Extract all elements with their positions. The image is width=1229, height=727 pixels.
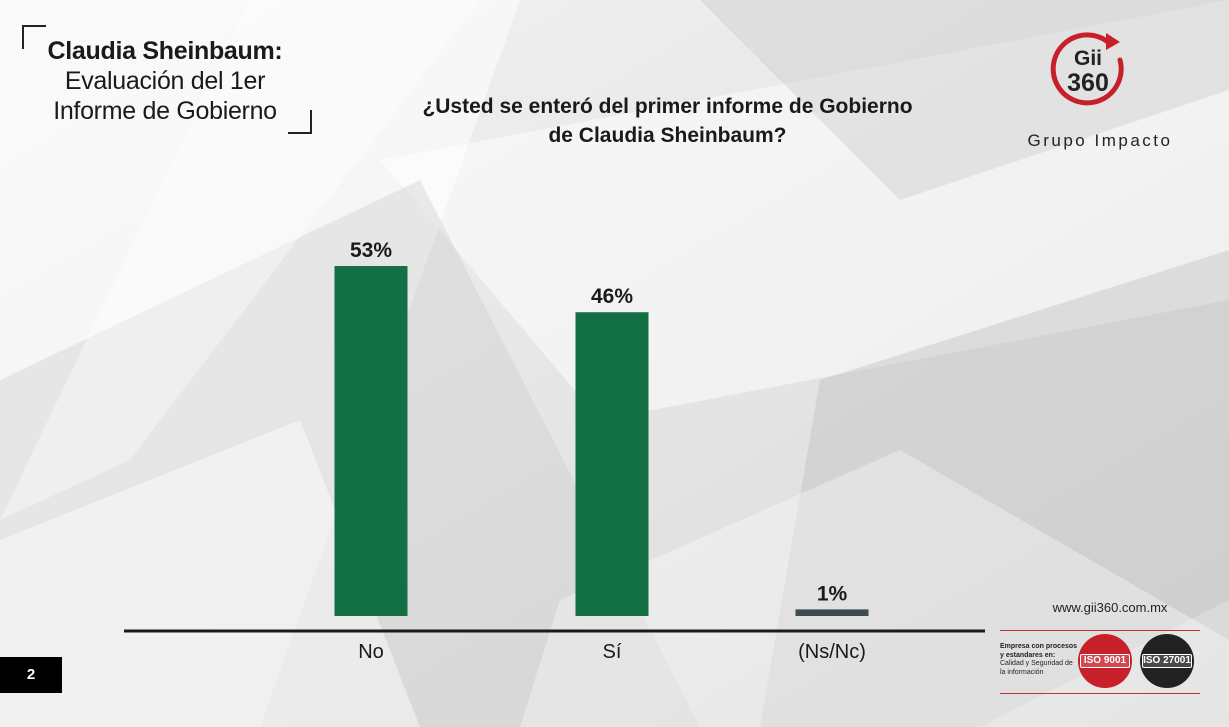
- bar-value-label-3: 1%: [817, 582, 848, 605]
- logo-mark-top: Gii: [1073, 47, 1102, 70]
- iso-9001-seal-icon: ISO 9001: [1078, 634, 1132, 688]
- bar-value-label-1: 53%: [350, 239, 392, 262]
- iso-27001-seal-icon: ISO 27001: [1140, 634, 1194, 688]
- certification-text-bold: Empresa con procesos y estandares en:: [1000, 643, 1078, 659]
- question-line-1: ¿Usted se enteró del primer informe de G…: [422, 95, 913, 118]
- logo-mark-bottom: 360: [1067, 69, 1109, 97]
- chart-question: ¿Usted se enteró del primer informe de G…: [360, 92, 975, 150]
- category-label-3: (Ns/Nc): [798, 641, 866, 663]
- slide-title: Claudia Sheinbaum: Evaluación del 1er In…: [30, 36, 300, 126]
- certification-text: Empresa con procesos y estandares en: Ca…: [1000, 643, 1078, 677]
- bar-3: [795, 609, 869, 616]
- logo-company-name: Grupo Impacto: [1027, 131, 1173, 150]
- bar-1: [334, 266, 408, 616]
- certification-text-detail: Calidad y Seguridad de la información: [1000, 660, 1073, 676]
- website-url[interactable]: www.gii360.com.mx: [1052, 600, 1168, 615]
- slide-title-name: Claudia Sheinbaum:: [47, 37, 283, 65]
- question-line-2: de Claudia Sheinbaum?: [548, 124, 787, 147]
- category-label-1: No: [358, 641, 384, 663]
- slide-title-line2: Evaluación del 1er: [64, 67, 266, 95]
- title-corner-top-left: [22, 25, 46, 49]
- title-corner-bottom-right: [288, 110, 312, 134]
- bar-value-label-2: 46%: [591, 285, 633, 308]
- page-number: 2: [0, 657, 62, 693]
- gii360-logo: Gii 360 Grupo Impacto: [1000, 22, 1210, 162]
- slide-title-line3: Informe de Gobierno: [53, 97, 277, 125]
- certification-block: Empresa con procesos y estandares en: Ca…: [1000, 630, 1200, 694]
- iso-27001-label: ISO 27001: [1143, 655, 1191, 666]
- bar-2: [575, 312, 649, 616]
- logo-ring-icon: [1050, 32, 1124, 106]
- category-label-2: Sí: [603, 641, 622, 663]
- iso-9001-label: ISO 9001: [1083, 655, 1127, 666]
